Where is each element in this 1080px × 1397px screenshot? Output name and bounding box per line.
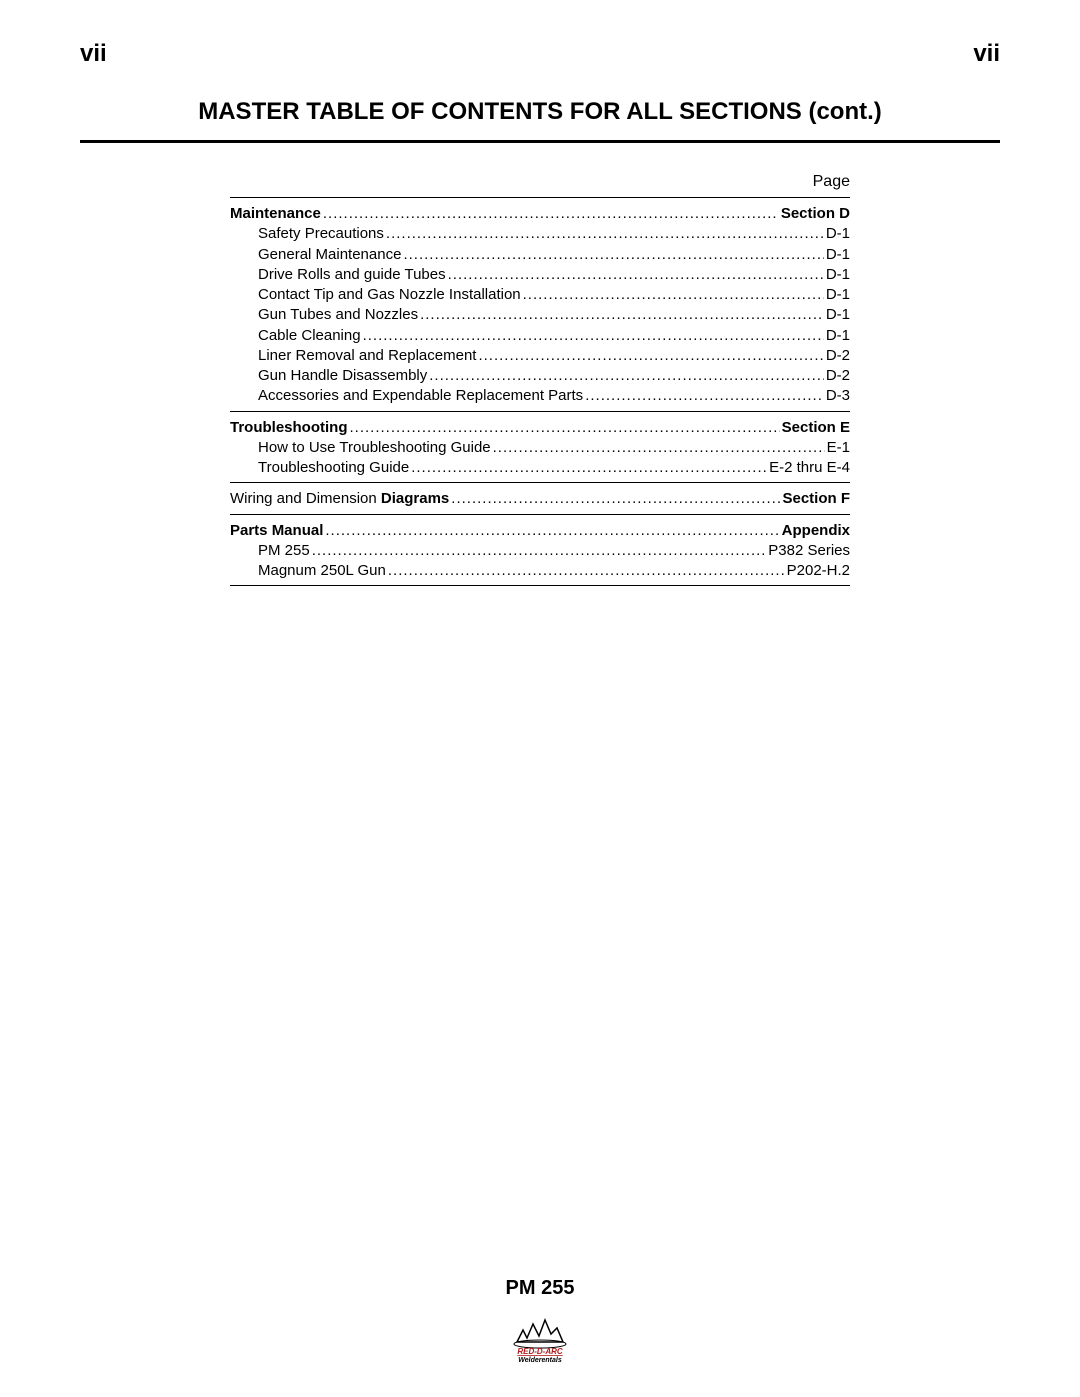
page-number-left: vii [80,40,107,68]
toc-leader [411,458,767,478]
logo-text-top: RED-D-ARC [517,1347,563,1356]
toc-body: Maintenance Section D Safety Precautions D-… [230,204,850,586]
toc-leader [363,326,824,346]
toc-leader [388,561,785,581]
toc-page-ref: D-1 [826,265,850,285]
toc-item: Liner Removal and Replacement D-2 [230,346,850,366]
toc-item: Cable Cleaning D-1 [230,326,850,346]
toc-label: General Maintenance [258,245,401,265]
toc-label: Safety Precautions [258,224,384,244]
toc-leader [403,245,823,265]
toc-label: Gun Handle Disassembly [258,366,427,386]
toc-page-ref: Section F [782,489,850,509]
toc-page-ref: D-2 [826,346,850,366]
toc-leader [523,285,824,305]
toc-item: Magnum 250L Gun P202-H.2 [230,561,850,581]
toc-label: Accessories and Expendable Replacement P… [258,386,583,406]
toc-page-ref: D-1 [826,285,850,305]
footer-title: PM 255 [0,1277,1080,1300]
toc-leader [325,521,779,541]
toc-leader [451,489,780,509]
toc-section-heading: Wiring and Dimension Diagrams Section F [230,489,850,509]
toc-page-ref: D-1 [826,305,850,325]
toc-item: Troubleshooting Guide E-2 thru E-4 [230,458,850,478]
toc-leader [429,366,824,386]
toc-page-ref: D-3 [826,386,850,406]
section-rule [230,197,850,198]
toc-label: Magnum 250L Gun [258,561,386,581]
toc-label: Drive Rolls and guide Tubes [258,265,446,285]
document-page: vii vii MASTER TABLE OF CONTENTS FOR ALL… [0,0,1080,1397]
toc-item: Accessories and Expendable Replacement P… [230,386,850,406]
toc-leader [386,224,824,244]
toc-item: PM 255 P382 Series [230,541,850,561]
toc-leader [312,541,767,561]
toc-section-heading: Parts Manual Appendix [230,521,850,541]
toc-container: Page MaintenanceSection DSafety Precauti… [230,173,850,586]
toc-label: Troubleshooting [230,418,348,438]
toc-leader [350,418,780,438]
toc-item: Gun Handle Disassembly D-2 [230,366,850,386]
section-rule [230,411,850,412]
toc-leader [420,305,824,325]
toc-leader [323,204,779,224]
toc-label: Liner Removal and Replacement [258,346,476,366]
toc-leader [478,346,823,366]
toc-page-ref: E-1 [827,438,850,458]
toc-section-heading: Maintenance Section D [230,204,850,224]
toc-leader [448,265,824,285]
toc-page-ref: D-1 [826,326,850,346]
toc-page-ref: D-1 [826,224,850,244]
toc-leader [585,386,824,406]
toc-page-ref: Section D [781,204,850,224]
header-row: vii vii [80,40,1000,68]
title-rule [80,140,1000,143]
toc-label: Gun Tubes and Nozzles [258,305,418,325]
toc-label: Wiring and Dimension Diagrams [230,489,449,509]
toc-label: How to Use Troubleshooting Guide [258,438,491,458]
logo-text-bottom: Welderentals [518,1357,562,1362]
toc-page-ref: Appendix [782,521,850,541]
toc-item: Drive Rolls and guide Tubes D-1 [230,265,850,285]
toc-page-ref: Section E [782,418,850,438]
toc-label: Troubleshooting Guide [258,458,409,478]
page-footer: PM 255 RED-D-ARC Welderentals [0,1277,1080,1367]
toc-label: Maintenance [230,204,321,224]
page-number-right: vii [973,40,1000,68]
section-rule [230,514,850,515]
toc-item: Contact Tip and Gas Nozzle Installation D… [230,285,850,305]
toc-page-ref: P382 Series [768,541,850,561]
page-title: MASTER TABLE OF CONTENTS FOR ALL SECTION… [80,98,1000,126]
toc-section-heading: Troubleshooting Section E [230,418,850,438]
page-column-label: Page [230,173,850,191]
toc-page-ref: D-2 [826,366,850,386]
toc-item: How to Use Troubleshooting Guide E-1 [230,438,850,458]
toc-item: Gun Tubes and Nozzles D-1 [230,305,850,325]
toc-page-ref: P202-H.2 [787,561,850,581]
toc-label: Parts Manual [230,521,323,541]
toc-page-ref: D-1 [826,245,850,265]
toc-page-ref: E-2 thru E-4 [769,458,850,478]
toc-item: Safety Precautions D-1 [230,224,850,244]
toc-leader [493,438,825,458]
toc-label: Cable Cleaning [258,326,361,346]
section-rule [230,482,850,483]
toc-label: Contact Tip and Gas Nozzle Installation [258,285,521,305]
section-rule [230,585,850,586]
brand-logo: RED-D-ARC Welderentals [505,1312,575,1367]
toc-label: PM 255 [258,541,310,561]
toc-item: General Maintenance D-1 [230,245,850,265]
